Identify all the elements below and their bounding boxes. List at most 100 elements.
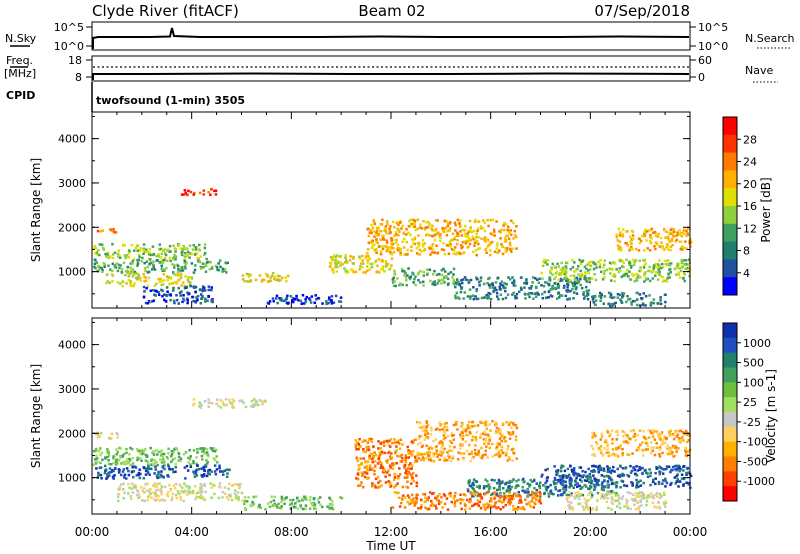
data-cell: [144, 279, 148, 282]
data-cell: [649, 452, 653, 455]
data-cell: [508, 479, 512, 483]
data-cell: [672, 437, 676, 441]
data-cell: [479, 225, 483, 228]
data-cell: [406, 467, 410, 470]
data-cell: [153, 472, 156, 475]
data-cell: [148, 247, 152, 251]
data-cell: [398, 473, 402, 476]
data-cell: [554, 286, 557, 290]
data-cell: [331, 256, 335, 259]
data-cell: [570, 492, 573, 495]
data-cell: [187, 492, 191, 495]
data-cell: [607, 454, 610, 458]
data-cell: [396, 482, 399, 485]
data-cell: [634, 259, 638, 262]
data-cell: [566, 283, 570, 286]
colorbar-swatch: [723, 337, 737, 354]
data-cell: [673, 476, 677, 479]
data-cell: [184, 251, 187, 255]
data-cell: [509, 501, 513, 504]
data-cell: [612, 498, 615, 502]
data-cell: [570, 494, 573, 497]
data-cell: [332, 507, 335, 511]
data-cell: [166, 457, 170, 461]
data-cell: [395, 238, 398, 242]
data-cell: [405, 240, 409, 244]
data-cell: [628, 247, 632, 250]
data-cell: [675, 238, 679, 242]
data-cell: [374, 453, 378, 457]
data-cell: [203, 473, 206, 476]
data-cell: [261, 402, 264, 406]
data-cell: [241, 400, 245, 404]
data-cell: [388, 464, 392, 467]
data-cell: [371, 460, 375, 464]
data-cell: [456, 458, 460, 461]
data-cell: [421, 243, 424, 246]
data-cell: [590, 496, 593, 499]
data-cell: [432, 272, 435, 276]
data-cell: [393, 476, 397, 479]
data-cell: [451, 449, 454, 452]
data-cell: [172, 244, 175, 247]
data-cell: [580, 480, 583, 483]
data-cell: [565, 476, 568, 480]
data-cell: [386, 263, 390, 266]
data-cell: [294, 505, 297, 509]
data-cell: [529, 493, 533, 497]
data-cell: [661, 482, 664, 485]
data-cell: [187, 489, 190, 492]
data-cell: [677, 447, 680, 450]
data-cell: [466, 234, 469, 238]
data-cell: [266, 280, 270, 283]
data-cell: [631, 452, 634, 455]
data-cell: [137, 273, 140, 276]
colorbar-swatch: [723, 170, 737, 189]
data-cell: [389, 484, 393, 488]
data-cell: [280, 299, 284, 302]
data-cell: [173, 301, 176, 305]
data-cell: [469, 497, 472, 501]
data-cell: [485, 427, 488, 431]
data-cell: [309, 496, 312, 499]
data-cell: [485, 445, 488, 448]
data-cell: [585, 267, 588, 271]
data-cell: [595, 266, 598, 269]
data-cell: [510, 497, 513, 501]
data-cell: [195, 296, 198, 299]
data-cell: [570, 478, 573, 481]
data-cell: [666, 447, 669, 450]
data-cell: [157, 473, 160, 476]
data-cell: [332, 301, 336, 304]
data-cell: [559, 469, 563, 473]
data-cell: [456, 239, 459, 242]
data-cell: [361, 266, 364, 269]
data-cell: [169, 277, 173, 280]
data-cell: [92, 247, 96, 250]
colorbar-swatch: [723, 134, 737, 154]
data-cell: [210, 265, 214, 269]
data-cell: [125, 467, 129, 470]
data-cell: [425, 429, 428, 433]
data-cell: [136, 458, 139, 462]
data-cell: [388, 455, 392, 458]
data-cell: [415, 496, 418, 499]
data-cell: [362, 457, 365, 460]
data-cell: [117, 495, 120, 499]
data-cell: [154, 491, 157, 495]
data-cell: [429, 279, 432, 283]
data-cell: [180, 268, 183, 271]
data-cell: [674, 468, 677, 471]
data-cell: [417, 234, 420, 237]
data-cell: [219, 265, 222, 269]
data-cell: [583, 497, 587, 501]
data-cell: [122, 468, 126, 471]
data-cell: [453, 445, 456, 449]
data-cell: [598, 291, 602, 295]
data-cell: [602, 488, 605, 492]
data-cell: [418, 421, 422, 424]
data-cell: [606, 483, 609, 486]
data-cell: [643, 232, 646, 235]
data-cell: [172, 450, 175, 454]
data-cell: [142, 466, 146, 470]
